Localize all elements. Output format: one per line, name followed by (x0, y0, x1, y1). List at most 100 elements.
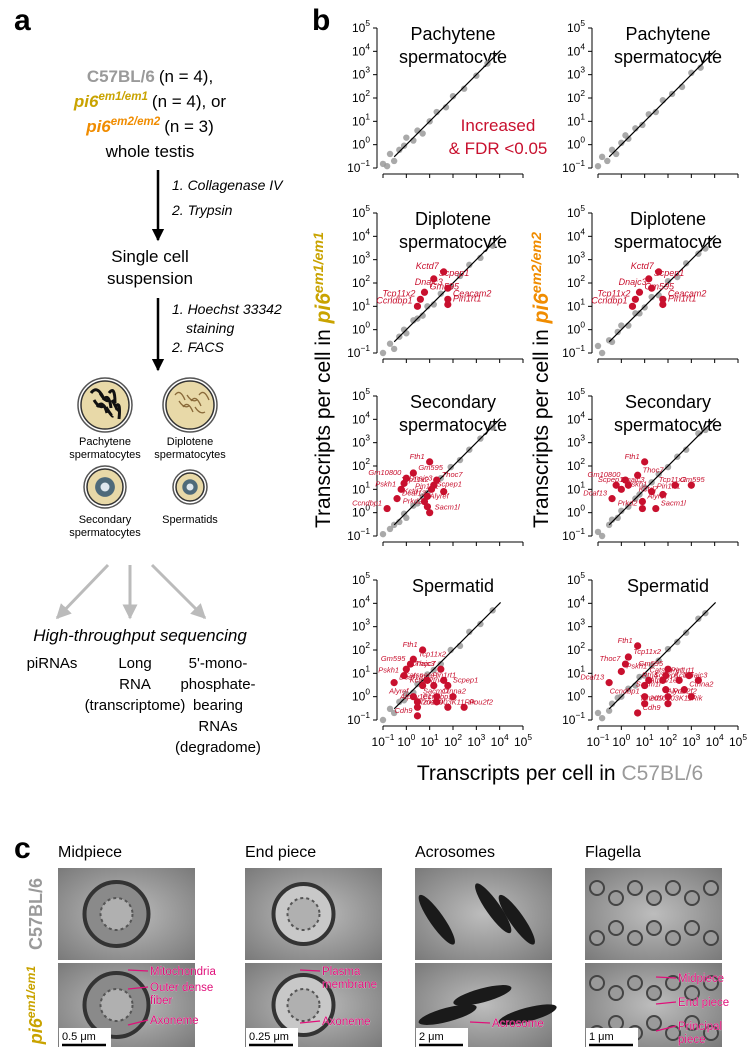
pointer (469, 1021, 491, 1024)
gene-label: Rtn4 (428, 676, 444, 685)
y-tick-label-part: −1 (575, 343, 585, 353)
pointer (127, 969, 149, 972)
gene-label: Dnajc3 (621, 475, 645, 484)
genotype: pi6em1/em1 (n = 4), or (73, 91, 227, 111)
gene-label: Thoc7 (415, 659, 437, 668)
genotype-part: em2/em2 (111, 116, 161, 128)
gene-point (466, 261, 473, 269)
gene-label: Thoc7 (442, 470, 464, 479)
gene-label: Gm10800 (368, 468, 402, 477)
y-axis-label-part: Transcripts per cell in (530, 323, 553, 528)
gene-label-part: Ceacam2 (668, 288, 707, 298)
flagellum (646, 1015, 662, 1031)
column-title: Flagella (585, 844, 641, 861)
gene-label: Scpep1 (654, 670, 679, 679)
x-tick-label-part: 2 (672, 732, 677, 742)
y-tick-label-part: 10 (567, 459, 581, 473)
scale-bar-label: 1 μm (589, 1031, 614, 1043)
chromatin (174, 391, 186, 401)
annotation-part: Mitochondria (150, 966, 216, 978)
gene-label: Dnajc3 (411, 659, 435, 668)
gene-point (390, 345, 398, 353)
y-tick-label-part: 10 (567, 299, 581, 313)
gene-label-part: Dnajc3 (411, 659, 435, 668)
annotation-part: Axoneme (322, 1016, 371, 1028)
gene-label-part: Sacm1l (661, 499, 686, 508)
gene-point (430, 301, 437, 308)
significant-gene-point (605, 679, 613, 687)
y-tick-label: 101 (567, 296, 585, 313)
gene-point (386, 340, 394, 347)
flagellum (646, 985, 662, 1001)
gene-label: Sacm1l (435, 503, 460, 512)
y-tick-label: 104 (352, 226, 370, 243)
gene-label: Pin1rt1 (671, 666, 695, 675)
y-tick-label: 100 (352, 687, 370, 704)
gene-label-part: Scpep1 (439, 268, 470, 278)
gene-label: Pou2f2 (673, 687, 698, 696)
library: (transcriptome) (85, 697, 186, 714)
y-tick-label: 101 (567, 479, 585, 496)
gene-point (695, 430, 702, 437)
gene-label-part: Kctd7 (639, 485, 659, 494)
gene-label: 2010003K11Rik (649, 694, 704, 703)
significant-gene-point (634, 709, 642, 717)
tissue: whole testis (105, 142, 195, 161)
significant-gene-point (413, 302, 422, 310)
panel-title: Diplotene (415, 209, 491, 229)
y-tick-label-part: 10 (567, 412, 581, 426)
gene-point (674, 638, 681, 646)
gene-label-part: Kctd7 (416, 261, 440, 271)
gene-label-part: Scpep1 (453, 676, 478, 685)
gene-point (489, 424, 496, 431)
axoneme (286, 988, 321, 1022)
column-title-part: Acrosomes (415, 844, 495, 861)
x-tick-label-part: 5 (527, 732, 532, 742)
gene-point (612, 150, 620, 158)
gene-label-part: Pskh1 (375, 479, 396, 488)
x-tick-label: 102 (444, 732, 462, 749)
gene-label-part: Atp6v1e1 (399, 692, 432, 701)
arrow (150, 563, 207, 620)
y-tick-label: 102 (352, 88, 370, 105)
y-tick-label-part: 3 (365, 617, 370, 627)
cell-label: Spermatids (162, 514, 218, 526)
gene-label: Pskh1 (626, 479, 647, 488)
chromatin (198, 391, 210, 401)
x-axis-label-part: Transcripts per cell in (417, 762, 622, 785)
gene-label-part: Kctd7 (410, 676, 430, 685)
library-part: (transcriptome) (85, 697, 186, 714)
gene-label: Dcaf13 (402, 489, 427, 498)
x-tick-label-part: 10 (397, 735, 411, 749)
gene-label-part: Dcaf13 (399, 673, 424, 682)
gene-point (477, 620, 484, 628)
y-tick-label-part: 10 (567, 138, 581, 152)
chromatin (95, 402, 109, 414)
acrosome (418, 894, 455, 945)
y-tick-label-part: 10 (567, 620, 581, 634)
gene-label-part: Ctnna2 (442, 687, 467, 696)
annotation: Mitochondria (150, 966, 216, 978)
panel-title: spermatocyte (614, 232, 722, 252)
gene-point (386, 705, 394, 713)
gene-point (403, 514, 410, 522)
y-tick-label-part: 10 (347, 713, 361, 727)
gene-point (632, 125, 639, 132)
flagellum (627, 975, 643, 991)
significant-gene-point (444, 300, 452, 309)
gene-label-part: Dcaf13 (580, 673, 605, 682)
library: 5'-mono- (189, 655, 248, 672)
gene-label-part: Kctd7 (674, 670, 694, 679)
protocol-step-part: staining (186, 320, 234, 336)
y-tick-label: 104 (567, 409, 585, 426)
significant-gene-point (659, 490, 667, 499)
significant-gene-point (621, 660, 630, 668)
y-tick-label: 102 (567, 273, 585, 290)
y-tick-label: 103 (352, 433, 370, 450)
y-tick-label: 101 (352, 296, 370, 313)
gene-label: Fth1 (410, 452, 425, 461)
y-tick-label: 103 (352, 65, 370, 82)
y-tick-label-part: 10 (352, 620, 366, 634)
row-label-part: em1/em1 (24, 966, 38, 1019)
chromatin (190, 397, 202, 407)
